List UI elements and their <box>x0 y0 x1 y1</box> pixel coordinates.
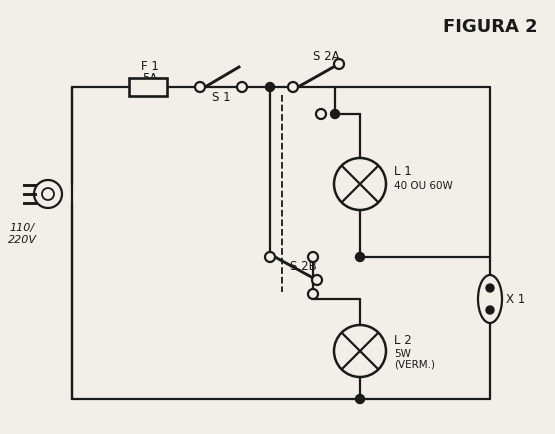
Text: 40 OU 60W: 40 OU 60W <box>394 181 453 191</box>
Circle shape <box>195 83 205 93</box>
Circle shape <box>308 253 318 263</box>
Circle shape <box>34 181 62 208</box>
Text: (VERM.): (VERM.) <box>394 359 435 369</box>
Circle shape <box>237 83 247 93</box>
Text: 5A: 5A <box>142 72 158 85</box>
Circle shape <box>334 60 344 70</box>
Text: S 2B: S 2B <box>290 260 317 273</box>
Circle shape <box>330 110 340 119</box>
Circle shape <box>288 83 298 93</box>
Ellipse shape <box>478 275 502 323</box>
Text: S 1: S 1 <box>211 91 230 104</box>
Circle shape <box>334 159 386 210</box>
Circle shape <box>356 253 365 262</box>
Text: FIGURA 2: FIGURA 2 <box>443 18 537 36</box>
Bar <box>129 79 167 97</box>
Circle shape <box>486 306 494 314</box>
Text: 5W: 5W <box>394 348 411 358</box>
Text: S 2A: S 2A <box>313 50 340 63</box>
Circle shape <box>42 188 54 201</box>
Text: X 1: X 1 <box>506 293 525 306</box>
Circle shape <box>308 289 318 299</box>
Circle shape <box>312 275 322 285</box>
Circle shape <box>265 83 275 92</box>
Text: 110/: 110/ <box>9 223 34 233</box>
Text: F 1: F 1 <box>141 60 159 73</box>
Circle shape <box>265 253 275 263</box>
Circle shape <box>356 395 365 404</box>
Text: L 1: L 1 <box>394 164 412 178</box>
Circle shape <box>486 284 494 293</box>
Circle shape <box>334 325 386 377</box>
Circle shape <box>265 253 275 262</box>
Text: L 2: L 2 <box>394 333 412 346</box>
Circle shape <box>316 110 326 120</box>
Text: 220V: 220V <box>8 234 37 244</box>
